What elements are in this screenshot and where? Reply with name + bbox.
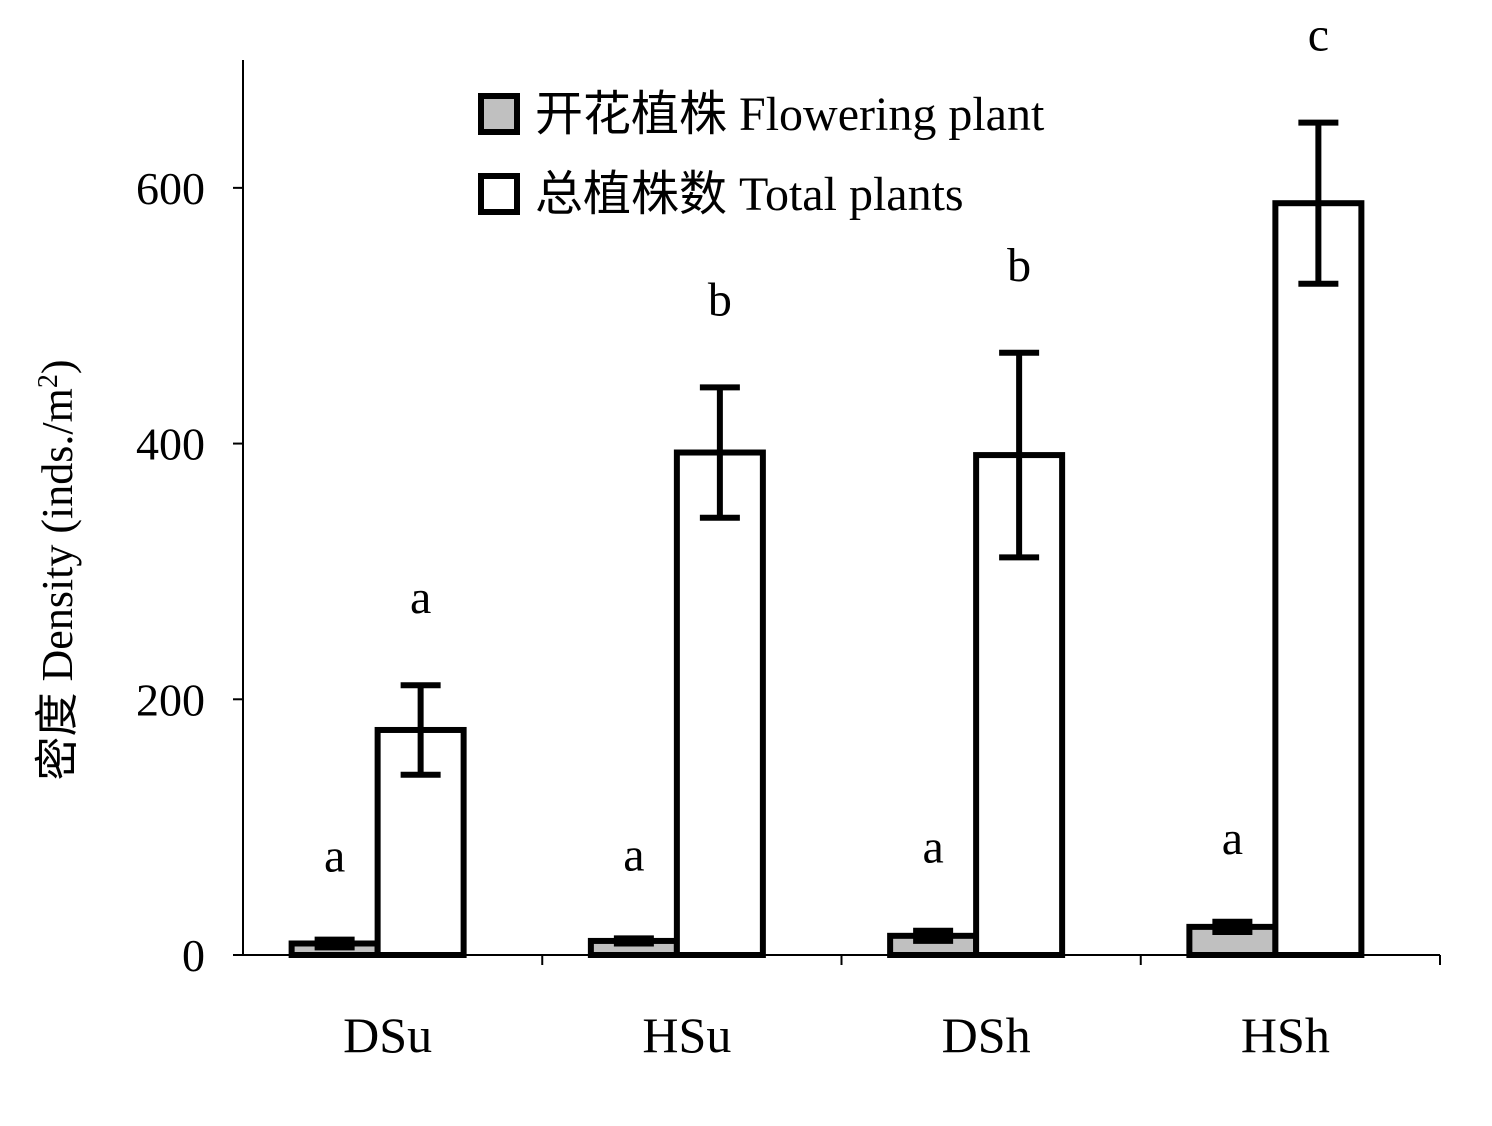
significance-letter: b	[708, 273, 732, 326]
x-tick-label: HSu	[642, 1007, 731, 1063]
error-bars	[314, 119, 1339, 951]
x-tick-label: DSu	[343, 1007, 432, 1063]
significance-letter: a	[324, 830, 345, 883]
legend-swatch	[478, 173, 520, 215]
legend-label: 总植株数 Total plants	[535, 168, 964, 221]
bars	[288, 200, 1365, 959]
significance-letter: a	[623, 828, 644, 881]
y-axis-ticks: 0 200 400 600	[136, 163, 243, 981]
significance-letter: a	[922, 821, 943, 874]
x-tick-label: HSh	[1241, 1007, 1330, 1063]
significance-letter: a	[410, 571, 431, 624]
legend-label: 开花植株 Flowering plant	[535, 88, 1045, 141]
significance-letter: c	[1308, 9, 1329, 62]
significance-letter: b	[1007, 239, 1031, 292]
y-axis-label: 密度 Density (inds./m2)	[33, 360, 83, 781]
y-tick-label: 600	[136, 163, 205, 214]
legend: 开花植株 Flowering plant 总植株数 Total plants	[478, 88, 1045, 221]
bar-total	[1272, 200, 1365, 958]
legend-swatch	[478, 93, 520, 135]
bar-total	[673, 449, 766, 958]
significance-letters: a a a b a b a c	[324, 9, 1329, 883]
significance-letter: a	[1222, 812, 1243, 865]
y-tick-label: 200	[136, 674, 205, 725]
y-tick-label: 400	[136, 419, 205, 470]
x-tick-label: DSh	[942, 1007, 1031, 1063]
x-axis-labels: DSu HSu DSh HSh	[343, 1007, 1330, 1063]
y-tick-label: 0	[182, 930, 205, 981]
